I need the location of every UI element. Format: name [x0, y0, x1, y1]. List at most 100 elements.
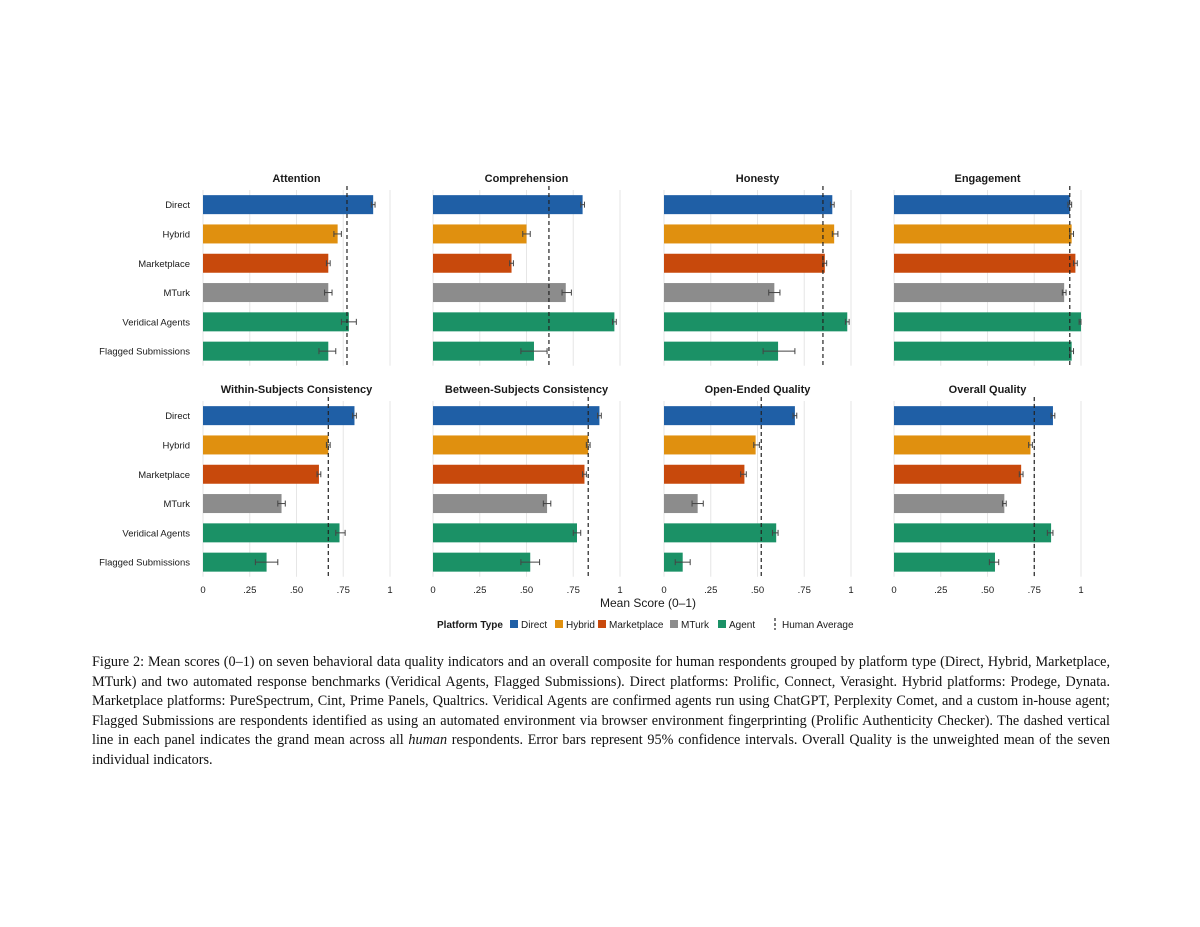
- bar-comprehension-direct: [433, 195, 583, 215]
- bar-comprehension-marketplace: [433, 253, 512, 273]
- legend-label-agent: Agent: [729, 620, 755, 631]
- bar-between-subjects-consistency-mturk: [433, 494, 548, 514]
- caption-text-2: respondents. Error bars represent 95% co…: [92, 732, 1110, 768]
- tick-label-within-subjects-consistency-1: .25: [243, 585, 256, 596]
- tick-label-within-subjects-consistency-0: 0: [200, 585, 205, 596]
- bar-engagement-marketplace: [894, 253, 1076, 273]
- legend-title: Platform Type: [437, 620, 503, 631]
- legend-label-direct: Direct: [521, 620, 547, 631]
- category-label-marketplace-row0: Marketplace: [138, 259, 190, 270]
- category-label-direct-row1: Direct: [165, 411, 190, 422]
- legend-label-marketplace: Marketplace: [609, 620, 664, 631]
- bar-overall-quality-marketplace: [894, 464, 1022, 484]
- tick-label-between-subjects-consistency-3: .75: [567, 585, 580, 596]
- bar-comprehension-mturk: [433, 283, 566, 303]
- bar-within-subjects-consistency-mturk: [203, 494, 282, 514]
- panel-title-engagement: Engagement: [954, 173, 1020, 185]
- bar-honesty-flagged-submissions: [664, 341, 779, 361]
- bar-within-subjects-consistency-marketplace: [203, 464, 319, 484]
- bar-between-subjects-consistency-marketplace: [433, 464, 585, 484]
- tick-label-overall-quality-3: .75: [1028, 585, 1041, 596]
- tick-label-between-subjects-consistency-0: 0: [430, 585, 435, 596]
- tick-label-between-subjects-consistency-4: 1: [617, 585, 622, 596]
- tick-label-between-subjects-consistency-1: .25: [473, 585, 486, 596]
- bar-within-subjects-consistency-hybrid: [203, 435, 329, 455]
- bar-overall-quality-flagged-submissions: [894, 552, 995, 572]
- chart-svg: Attention Direct Hybrid Marketplace MTurk Ver…: [99, 173, 1083, 631]
- tick-label-within-subjects-consistency-2: .50: [290, 585, 303, 596]
- caption-text-1: Figure 2: Mean scores (0–1) on seven beh…: [92, 654, 1110, 749]
- panel-title-honesty: Honesty: [736, 173, 780, 185]
- tick-label-open-ended-quality-0: 0: [661, 585, 666, 596]
- bar-engagement-veridical-agents: [894, 312, 1081, 332]
- category-label-hybrid-row1: Hybrid: [163, 440, 190, 451]
- panel-title-overall-quality: Overall Quality: [949, 384, 1028, 396]
- bar-attention-mturk: [203, 283, 329, 303]
- bar-attention-flagged-submissions: [203, 341, 329, 361]
- legend-label-hybrid: Hybrid: [566, 620, 595, 631]
- bar-engagement-hybrid: [894, 224, 1072, 244]
- legend-swatch-agent: [718, 620, 726, 628]
- figure-caption: Figure 2: Mean scores (0–1) on seven beh…: [92, 653, 1110, 771]
- bar-between-subjects-consistency-hybrid: [433, 435, 589, 455]
- tick-label-overall-quality-0: 0: [891, 585, 896, 596]
- bar-attention-direct: [203, 195, 374, 215]
- category-label-veridical-agents-row1: Veridical Agents: [122, 528, 190, 539]
- panel-title-attention: Attention: [272, 173, 321, 185]
- legend-swatch-mturk: [670, 620, 678, 628]
- category-label-hybrid-row0: Hybrid: [163, 229, 190, 240]
- bar-overall-quality-veridical-agents: [894, 523, 1052, 543]
- tick-label-within-subjects-consistency-3: .75: [337, 585, 350, 596]
- bar-overall-quality-hybrid: [894, 435, 1031, 455]
- bar-between-subjects-consistency-veridical-agents: [433, 523, 577, 543]
- bar-honesty-hybrid: [664, 224, 835, 244]
- tick-label-overall-quality-1: .25: [934, 585, 947, 596]
- bar-overall-quality-mturk: [894, 494, 1005, 514]
- x-axis-title: Mean Score (0–1): [600, 596, 696, 610]
- legend-label-human-average: Human Average: [782, 620, 854, 631]
- bar-honesty-veridical-agents: [664, 312, 848, 332]
- category-label-veridical-agents-row0: Veridical Agents: [122, 317, 190, 328]
- tick-label-open-ended-quality-4: 1: [848, 585, 853, 596]
- bar-attention-marketplace: [203, 253, 329, 273]
- bar-between-subjects-consistency-flagged-submissions: [433, 552, 531, 572]
- category-label-direct-row0: Direct: [165, 200, 190, 211]
- bar-comprehension-hybrid: [433, 224, 527, 244]
- bar-open-ended-quality-marketplace: [664, 464, 745, 484]
- figure: Attention Direct Hybrid Marketplace MTurk Ver…: [99, 173, 1083, 631]
- bar-engagement-flagged-submissions: [894, 341, 1072, 361]
- category-label-flagged-submissions-row0: Flagged Submissions: [99, 347, 190, 358]
- panel-title-within-subjects-consistency: Within-Subjects Consistency: [221, 384, 373, 396]
- panel-title-between-subjects-consistency: Between-Subjects Consistency: [445, 384, 609, 396]
- bar-comprehension-veridical-agents: [433, 312, 615, 332]
- bar-within-subjects-consistency-flagged-submissions: [203, 552, 267, 572]
- bar-engagement-mturk: [894, 283, 1065, 303]
- bar-open-ended-quality-veridical-agents: [664, 523, 777, 543]
- panel-title-open-ended-quality: Open-Ended Quality: [705, 384, 812, 396]
- legend-swatch-direct: [510, 620, 518, 628]
- bar-open-ended-quality-mturk: [664, 494, 698, 514]
- bar-attention-hybrid: [203, 224, 338, 244]
- bar-engagement-direct: [894, 195, 1070, 215]
- bar-within-subjects-consistency-direct: [203, 406, 355, 426]
- tick-label-between-subjects-consistency-2: .50: [520, 585, 533, 596]
- legend-swatch-hybrid: [555, 620, 563, 628]
- tick-label-overall-quality-4: 1: [1078, 585, 1083, 596]
- caption-emphasis: human: [408, 732, 448, 749]
- bar-open-ended-quality-flagged-submissions: [664, 552, 683, 572]
- legend-swatch-marketplace: [598, 620, 606, 628]
- category-label-mturk-row0: MTurk: [163, 288, 190, 299]
- tick-label-within-subjects-consistency-4: 1: [387, 585, 392, 596]
- bar-within-subjects-consistency-veridical-agents: [203, 523, 340, 543]
- bar-attention-veridical-agents: [203, 312, 349, 332]
- category-label-mturk-row1: MTurk: [163, 499, 190, 510]
- bar-honesty-direct: [664, 195, 833, 215]
- tick-label-open-ended-quality-3: .75: [798, 585, 811, 596]
- bar-honesty-marketplace: [664, 253, 825, 273]
- category-label-marketplace-row1: Marketplace: [138, 470, 190, 481]
- bar-between-subjects-consistency-direct: [433, 406, 600, 426]
- legend-label-mturk: MTurk: [681, 620, 710, 631]
- panel-title-comprehension: Comprehension: [485, 173, 569, 185]
- tick-label-overall-quality-2: .50: [981, 585, 994, 596]
- bar-comprehension-flagged-submissions: [433, 341, 534, 361]
